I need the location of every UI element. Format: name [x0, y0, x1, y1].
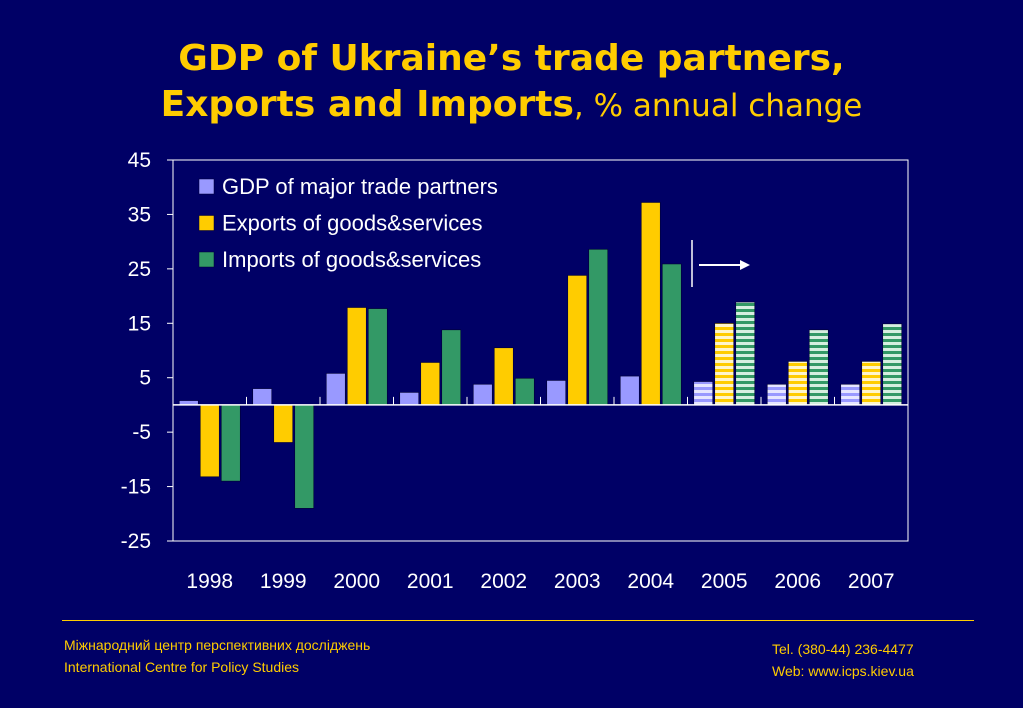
bar-exports-1999	[273, 404, 294, 443]
bar-gdp-2006	[766, 383, 787, 406]
footer-org-ukrainian: Міжнародний центр перспективних дослідже…	[64, 637, 371, 653]
bar-imports-2002	[514, 377, 535, 406]
bar-exports-2004	[640, 202, 661, 406]
title-line-2-bold: Exports and Imports	[160, 84, 574, 125]
legend-swatch-imports	[198, 251, 215, 268]
x-tick-label-1998: 1998	[186, 570, 233, 593]
footer-divider	[62, 620, 974, 621]
bar-imports-2004	[661, 263, 682, 406]
legend: GDP of major trade partners Exports of go…	[198, 174, 498, 272]
bars-group	[178, 202, 903, 509]
bar-gdp-2003	[546, 380, 567, 406]
bar-gdp-1999	[252, 388, 273, 406]
y-tick-label: 45	[128, 149, 151, 172]
plot-area	[172, 159, 909, 542]
bar-exports-2001	[420, 362, 441, 406]
title-line-2-subtitle: , % annual change	[573, 88, 863, 124]
bar-imports-2006	[808, 329, 829, 406]
bar-exports-2000	[346, 307, 367, 406]
bar-gdp-2005	[693, 381, 714, 406]
y-tick-label: 15	[128, 312, 151, 335]
bar-exports-2002	[493, 347, 514, 406]
legend-swatch-exports	[198, 215, 215, 231]
x-tick-label-2004: 2004	[627, 570, 674, 593]
bar-imports-2005	[735, 301, 756, 406]
bar-chart: 1998 1999 2000 2001 2002 2003 2004 2005 2006 2007…	[121, 149, 909, 593]
page-title: GDP of Ukraine’s trade partners, Exports…	[0, 36, 1023, 129]
bar-imports-2007	[882, 323, 903, 406]
bar-imports-2001	[441, 329, 462, 406]
bar-gdp-2002	[472, 383, 493, 406]
forecast-arrow-head	[740, 260, 750, 270]
bar-exports-2005	[714, 322, 735, 406]
y-tick-label: -5	[132, 421, 151, 444]
bar-exports-2007	[861, 361, 882, 406]
x-tick-label-2001: 2001	[407, 570, 454, 593]
bar-exports-1998	[199, 404, 220, 478]
legend-swatch-gdp	[198, 178, 215, 195]
x-tick-label-2002: 2002	[480, 570, 527, 593]
bar-exports-2003	[567, 275, 588, 406]
bar-gdp-2007	[840, 383, 861, 406]
legend-label-exports: Exports of goods&services	[222, 211, 482, 236]
bar-imports-2000	[367, 308, 388, 406]
x-tick-label-2007: 2007	[848, 570, 895, 593]
axes-group: 1998 1999 2000 2001 2002 2003 2004 2005 2006 2007…	[121, 149, 908, 593]
footer-org-english: International Centre for Policy Studies	[64, 659, 300, 675]
bar-imports-1999	[294, 404, 315, 509]
y-tick-label: -25	[121, 530, 151, 553]
y-tick-label: -15	[121, 476, 151, 499]
footer-right: Tel. (380-44) 236-4477 Web: www.icps.kie…	[772, 638, 914, 682]
y-tick-label: 35	[128, 203, 151, 226]
x-tick-label-2005: 2005	[701, 570, 748, 593]
x-tick-label-1999: 1999	[260, 570, 307, 593]
y-tick-label: 25	[128, 258, 151, 281]
forecast-marker	[691, 240, 750, 287]
bar-exports-2006	[787, 361, 808, 406]
bar-gdp-2004	[619, 375, 640, 406]
title-line-1: GDP of Ukraine’s trade partners,	[178, 38, 845, 79]
legend-label-imports: Imports of goods&services	[222, 247, 481, 272]
legend-label-gdp: GDP of major trade partners	[222, 174, 498, 199]
x-tick-label-2003: 2003	[554, 570, 601, 593]
x-tick-label-2006: 2006	[774, 570, 821, 593]
footer-phone: Tel. (380-44) 236-4477	[772, 641, 914, 657]
x-tick-label-2000: 2000	[333, 570, 380, 593]
bar-gdp-2000	[325, 373, 346, 406]
bar-imports-2003	[588, 248, 609, 406]
footer-web: Web: www.icps.kiev.ua	[772, 663, 914, 679]
title-line-2: Exports and Imports, % annual change	[0, 82, 1023, 129]
bar-gdp-2001	[399, 392, 420, 406]
bar-imports-1998	[220, 404, 241, 482]
footer-left: Міжнародний центр перспективних дослідже…	[64, 634, 370, 678]
y-tick-label: 5	[139, 367, 151, 390]
